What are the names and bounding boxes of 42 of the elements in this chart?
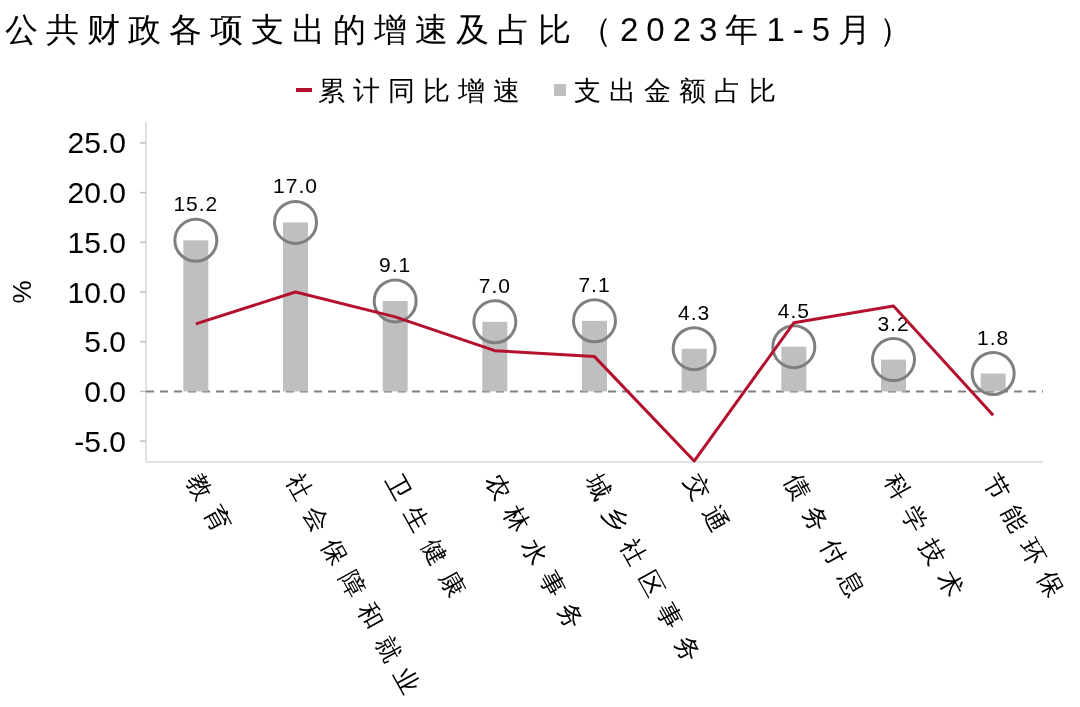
y-tick-label: 0.0 <box>84 374 126 408</box>
point <box>472 299 518 345</box>
data-label: 7.0 <box>478 273 511 297</box>
title: 公共财政各项支出的增速及占比（2023年1-5月） <box>5 11 921 48</box>
x-tick-label: 节能环保 <box>978 468 1076 612</box>
bar <box>582 320 607 392</box>
ylabel: % <box>7 280 37 304</box>
point <box>871 337 916 383</box>
data-label: 1.8 <box>977 325 1010 349</box>
point <box>771 324 817 370</box>
y-tick-label: -5.0 <box>74 424 126 458</box>
bar <box>382 300 408 392</box>
y-tick-label: 10.0 <box>67 275 126 309</box>
bar <box>681 348 707 392</box>
bar <box>482 321 508 392</box>
point <box>572 298 617 344</box>
data-label: 4.3 <box>678 300 711 324</box>
point <box>173 217 219 263</box>
point <box>372 278 418 324</box>
legend-label: 累计同比增速 <box>318 76 528 106</box>
x-tick-label: 交通 <box>679 468 741 548</box>
point <box>970 351 1016 397</box>
y-tick-label: 25.0 <box>67 126 126 160</box>
y-tick-label: 15.0 <box>67 225 126 259</box>
data-label: 7.1 <box>578 272 611 296</box>
data-label: 17.0 <box>273 174 318 198</box>
y-tick-label: 5.0 <box>84 325 126 359</box>
bar <box>283 222 308 392</box>
bar <box>980 373 1006 392</box>
legend-label: 支出金额占比 <box>574 76 784 106</box>
data-label: 4.5 <box>777 298 810 322</box>
data-label: 15.2 <box>173 192 219 216</box>
bar <box>183 240 209 392</box>
x-tick-label: 卫生健康 <box>380 468 478 612</box>
x-tick-label: 科学技术 <box>879 468 976 612</box>
x-tick-label: 债务付息 <box>779 468 876 612</box>
x-tick-label: 教育 <box>181 468 242 548</box>
y-tick-label: 20.0 <box>67 176 126 210</box>
point <box>671 326 717 372</box>
data-label: 9.1 <box>379 252 412 276</box>
bar <box>781 346 807 392</box>
point <box>273 199 318 245</box>
